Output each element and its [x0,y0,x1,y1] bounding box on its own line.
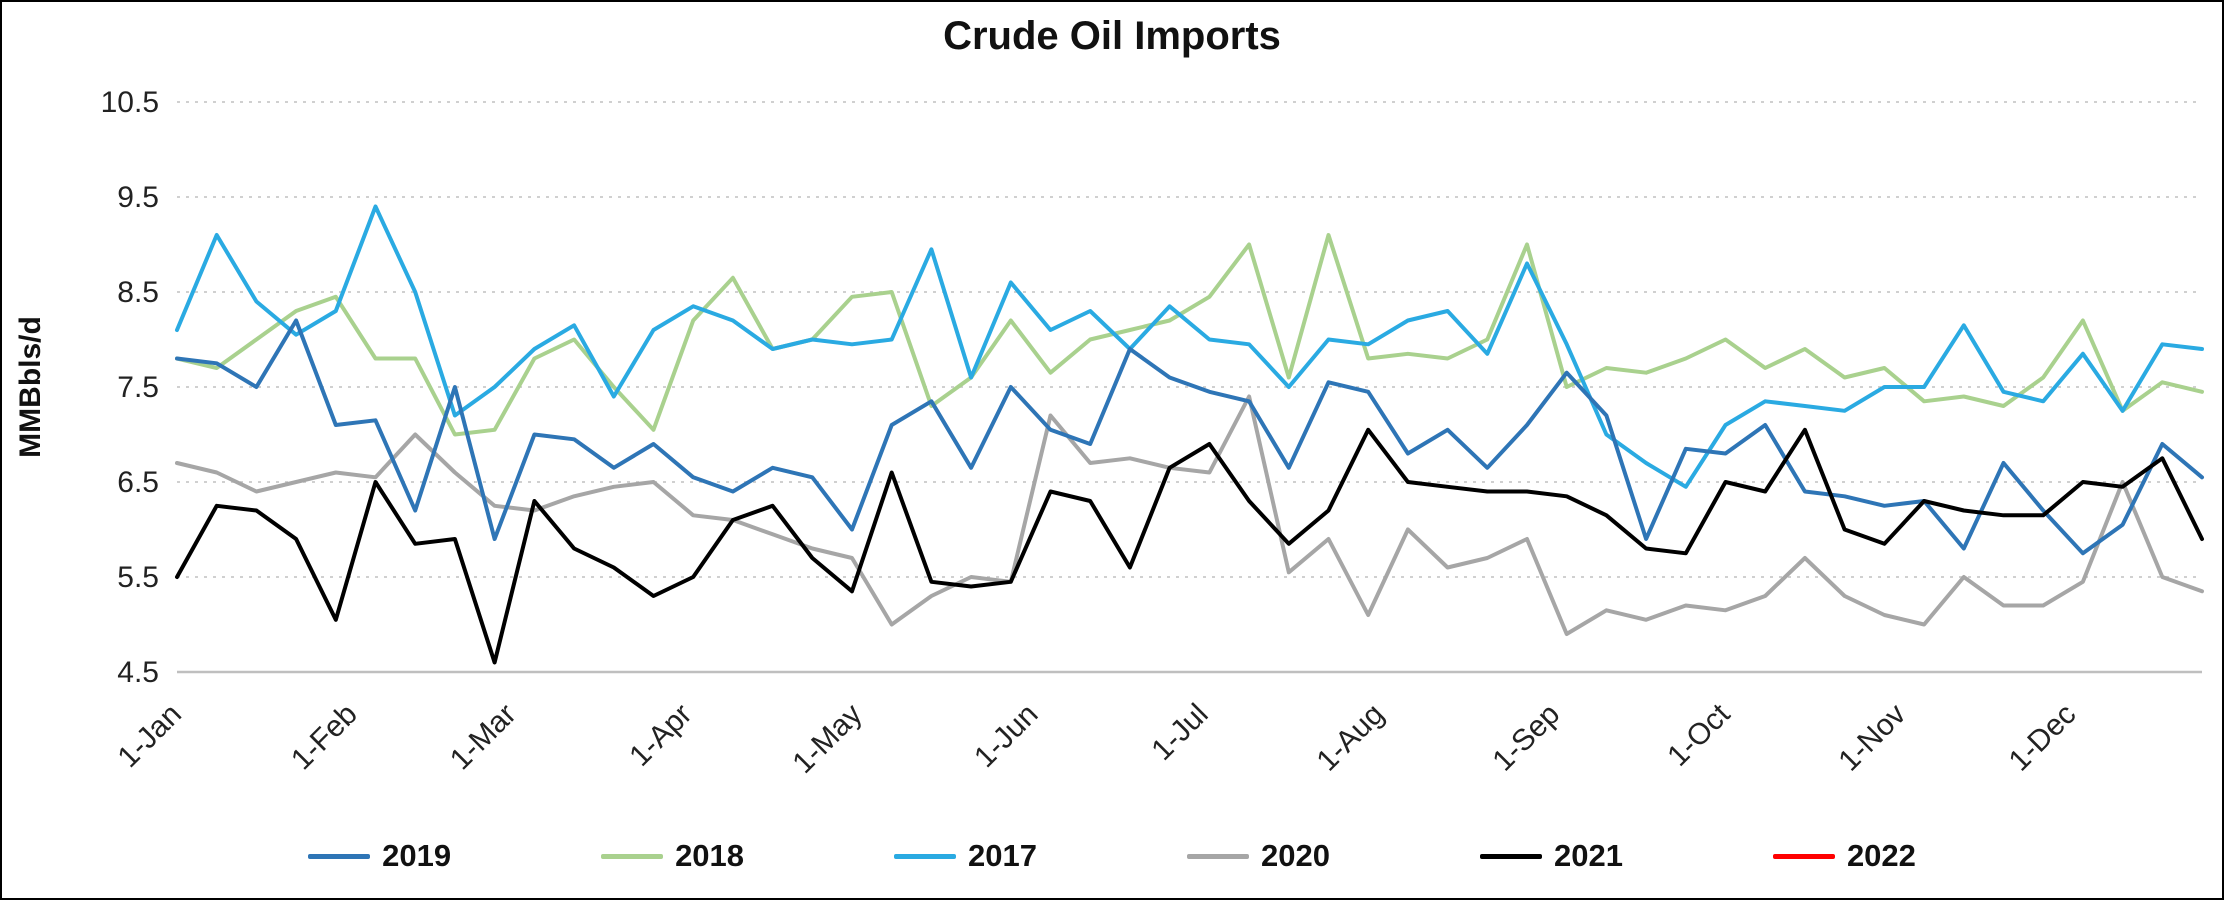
legend-item-2022: 2022 [1772,838,1916,874]
legend-item-2018: 2018 [601,838,744,874]
x-tick-label: 1-Apr [623,698,698,773]
legend-line-swatch-2019 [308,853,371,859]
legend-item-2017: 2017 [894,838,1037,874]
y-axis-title: MMBbls/d [14,316,47,458]
x-tick-label: 1-Dec [2003,698,2083,778]
series-line-2021 [175,427,2204,665]
y-tick-label: 5.5 [117,561,159,594]
legend-label: 2020 [1261,838,1330,873]
series-line-2017 [175,204,2204,489]
x-tick-label: 1-Nov [1832,698,1912,778]
chart-canvas: MMBbls/d 4.5 5.5 6.5 7.5 8.5 9.5 10.5 1-Jan 1-Fe… [14,86,2204,780]
legend-line-swatch-2017 [894,853,957,859]
x-tick-label: 1-Sep [1486,698,1566,778]
x-tick-label: 1-Jul [1145,698,1214,767]
chart-legend: 2019 2018 2017 2020 2021 2022 [2,838,2222,874]
x-tick-label: 1-Jan [112,698,188,774]
legend-label: 2019 [382,838,452,873]
x-tick-label: 1-Feb [285,698,364,777]
legend-line-swatch-2018 [601,853,664,859]
x-tick-label: 1-May [786,698,868,780]
legend-line-swatch-2021 [1479,853,1542,859]
series-line-2020 [175,394,2204,636]
legend-label: 2021 [1553,838,1623,873]
series-line-2019 [175,318,2204,556]
y-tick-label: 7.5 [117,371,159,404]
x-tick-label: 1-Mar [444,698,523,777]
y-tick-label: 6.5 [117,466,159,499]
series-lines [175,204,2204,665]
legend-line-swatch-2020 [1187,853,1249,859]
x-tick-label: 1-Oct [1661,697,1737,773]
legend-label: 2017 [968,838,1037,873]
series-line-2018 [175,233,2204,437]
chart-title: Crude Oil Imports [943,14,1281,58]
legend-item-2019: 2019 [308,838,451,874]
y-tick-label: 10.5 [101,86,159,119]
x-tick-label: 1-Aug [1311,698,1391,778]
y-tick-label: 4.5 [117,656,159,689]
legend-item-2021: 2021 [1479,838,1623,874]
legend-label: 2018 [675,838,745,873]
x-axis-tick-labels: 1-Jan 1-Feb 1-Mar 1-Apr 1-May 1-Jun 1-Jul 1-Aug… [112,697,2083,780]
gridlines [177,101,2202,674]
x-tick-label: 1-Jun [968,698,1044,774]
y-axis-tick-labels: 4.5 5.5 6.5 7.5 8.5 9.5 10.5 [101,86,159,689]
legend-item-2020: 2020 [1187,838,1330,874]
legend-line-swatch-2022 [1772,853,1835,859]
y-tick-label: 8.5 [117,276,159,309]
legend-label: 2022 [1846,838,1916,873]
y-tick-label: 9.5 [117,181,159,214]
